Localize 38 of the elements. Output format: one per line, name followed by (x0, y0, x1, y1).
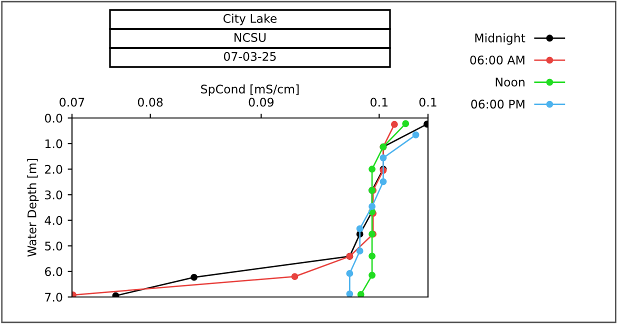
point (402, 120, 410, 128)
point (368, 252, 376, 260)
y-tick-label: 5.0 (45, 242, 62, 251)
point (190, 274, 198, 281)
point (356, 248, 364, 254)
x-tick-label: 0.1 (419, 98, 436, 107)
legend-label: 06:00 AM (470, 56, 524, 64)
x-tick-label: 0.1 (370, 98, 388, 107)
point (380, 178, 387, 186)
point (346, 270, 354, 277)
point (368, 203, 376, 210)
point (412, 131, 420, 138)
chart-title: City Lake (223, 14, 277, 26)
y-tick-label: 3.0 (45, 190, 62, 200)
x-tick-label: 0.09 (248, 98, 274, 107)
point (357, 290, 364, 297)
x-axis-title: SpCond [mS/cm] (201, 84, 299, 96)
text: 07-03-25 (224, 52, 276, 61)
point (346, 290, 354, 297)
y-tick-label: 0.0 (44, 114, 62, 123)
point (368, 272, 376, 279)
point (368, 166, 376, 173)
point (291, 273, 298, 280)
legend-label: Noon (496, 78, 524, 87)
y-tick-label: 6.0 (45, 267, 62, 276)
legend-label: 06:00 PM (471, 100, 524, 109)
y-axis-title: Water Depth [m] (27, 158, 39, 257)
y-tick-label: 7.0 (45, 292, 62, 302)
y-tick-label: 1.0 (45, 139, 62, 148)
x-tick-label: 0.08 (138, 98, 163, 107)
point (356, 225, 364, 232)
point (380, 154, 387, 162)
y-tick-label: 2.0 (45, 164, 62, 174)
legend-label: Midnight (475, 33, 526, 45)
chart-subtitle: NCSU (234, 32, 266, 42)
y-tick-label: 4.0 (44, 216, 62, 225)
x-tick-label: 0.07 (60, 98, 84, 107)
point (390, 120, 398, 128)
